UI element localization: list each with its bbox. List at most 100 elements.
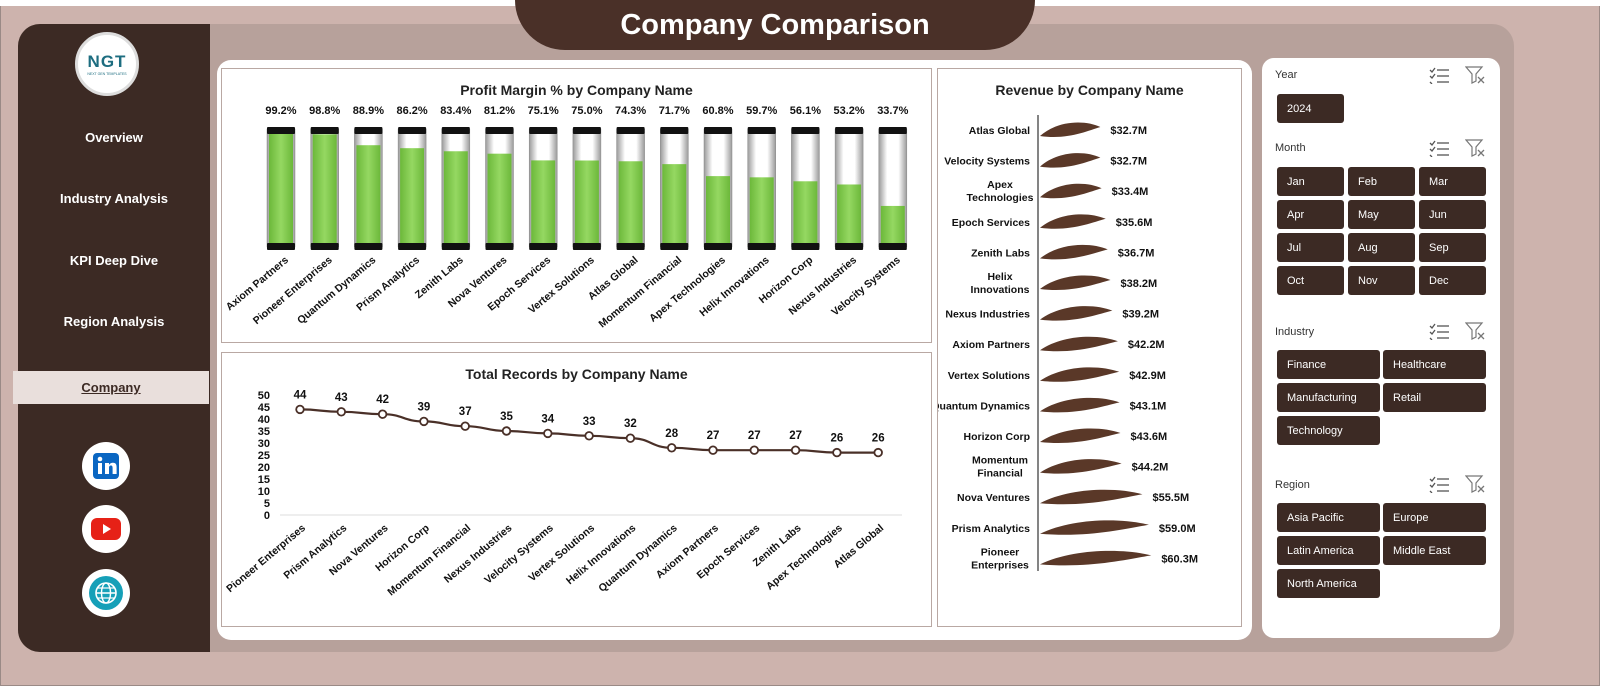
clear-filter-icon[interactable] [1464,139,1487,157]
bar[interactable] [837,184,862,243]
data-point[interactable] [749,445,759,455]
industry-option[interactable]: Retail [1383,383,1486,412]
revenue-bar[interactable] [1040,397,1120,413]
revenue-bar[interactable] [1040,214,1106,229]
point-value-label: 37 [459,406,472,418]
data-point[interactable] [336,407,346,417]
data-point[interactable] [295,404,305,415]
revenue-bar[interactable] [1040,122,1101,138]
month-option[interactable]: Mar [1419,167,1486,196]
data-point[interactable] [543,428,553,439]
data-point[interactable] [625,433,636,443]
revenue-bar[interactable] [1040,244,1108,260]
linkedin-button[interactable] [82,442,130,490]
month-option[interactable]: Nov [1348,266,1415,295]
profit-margin-chart: Profit Margin % by Company Name 99.2% Axi… [221,68,932,343]
point-value-label: 32 [624,418,637,430]
month-option[interactable]: May [1348,200,1415,229]
bar[interactable] [749,177,774,243]
clear-filter-icon[interactable] [1464,66,1487,84]
website-button[interactable] [82,569,130,617]
month-option[interactable]: Apr [1277,200,1344,229]
data-point[interactable] [419,416,429,427]
industry-option[interactable]: Healthcare [1383,350,1486,379]
point-value-label: 39 [418,401,431,413]
revenue-bar[interactable] [1040,183,1102,199]
sidebar-item-region-analysis[interactable]: Region Analysis [63,314,165,329]
month-option[interactable]: Dec [1419,266,1486,295]
bar[interactable] [269,133,293,243]
data-point[interactable] [377,409,388,419]
clear-filter-icon[interactable] [1464,475,1487,493]
month-option[interactable]: Oct [1277,266,1344,295]
bar[interactable] [574,160,599,244]
youtube-button[interactable] [82,505,130,553]
bar[interactable] [312,134,337,243]
region-option[interactable]: Middle East [1383,536,1486,565]
month-option[interactable]: Feb [1348,167,1415,196]
multi-select-icon[interactable] [1428,139,1450,158]
month-option[interactable]: Aug [1348,233,1415,262]
y-tick-label: 25 [258,450,270,462]
region-option[interactable]: Europe [1383,503,1486,532]
bar[interactable] [443,151,468,243]
region-option[interactable]: Asia Pacific [1277,503,1380,532]
industry-option[interactable]: Technology [1277,416,1380,445]
bar-cap-bottom [878,243,907,250]
region-option[interactable]: Latin America [1277,536,1380,565]
sidebar-item-overview[interactable]: Overview [85,130,143,145]
revenue-bar[interactable] [1040,428,1121,444]
month-option[interactable]: Jun [1419,200,1486,229]
data-point[interactable] [501,426,512,436]
data-point[interactable] [790,445,801,455]
data-point[interactable] [667,443,677,453]
bar-value-label: 98.8% [309,105,340,117]
month-option[interactable]: Jul [1277,233,1344,262]
bar[interactable] [356,145,381,243]
bar[interactable] [793,181,818,243]
multi-select-icon[interactable] [1428,322,1450,341]
industry-option[interactable]: Manufacturing [1277,383,1380,412]
bar-value-label: $35.6M [1116,217,1153,229]
sidebar-item-industry-analysis[interactable]: Industry Analysis [60,191,168,206]
region-option[interactable]: North America [1277,569,1380,598]
logo-subtext: NEXT GEN TEMPLATES [87,72,127,76]
y-tick-label: 50 [258,390,270,402]
bar[interactable] [400,148,425,243]
sidebar-item-kpi-deep-dive[interactable]: KPI Deep Dive [69,253,159,268]
industry-option[interactable]: Finance [1277,350,1380,379]
y-tick-label: Prism Analytics [952,523,1031,535]
bar[interactable] [618,161,643,243]
revenue-bar[interactable] [1040,520,1149,535]
bar[interactable] [662,164,687,243]
bar[interactable] [487,153,512,243]
data-point[interactable] [460,421,470,431]
bar[interactable] [531,160,556,243]
revenue-bar[interactable] [1040,153,1101,168]
month-option[interactable]: Sep [1419,233,1486,262]
sidebar-item-company[interactable]: Company [13,371,209,404]
data-point[interactable] [873,447,883,458]
bar-value-label: 83.4% [440,105,471,117]
revenue-bar[interactable] [1040,550,1152,566]
clear-filter-icon[interactable] [1464,322,1487,340]
revenue-bar[interactable] [1040,275,1111,291]
multi-select-icon[interactable] [1428,66,1450,85]
y-tick-label: Velocity Systems [944,156,1030,168]
year-option[interactable]: 2024 [1277,94,1344,123]
y-tick-label: Helix Innovations [971,271,1030,296]
revenue-bar[interactable] [1040,489,1143,505]
revenue-bar[interactable] [1040,306,1113,321]
bar[interactable] [880,205,905,243]
y-tick-label: 40 [258,414,270,426]
revenue-bar[interactable] [1040,367,1120,382]
month-option[interactable]: Jan [1277,167,1344,196]
multi-select-icon[interactable] [1428,475,1450,494]
data-point[interactable] [832,447,842,458]
bar[interactable] [706,176,730,243]
bar-value-label: $42.9M [1129,370,1166,382]
revenue-bar[interactable] [1040,459,1122,474]
revenue-bar[interactable] [1040,336,1118,352]
data-point[interactable] [584,431,594,441]
data-point[interactable] [708,445,718,455]
